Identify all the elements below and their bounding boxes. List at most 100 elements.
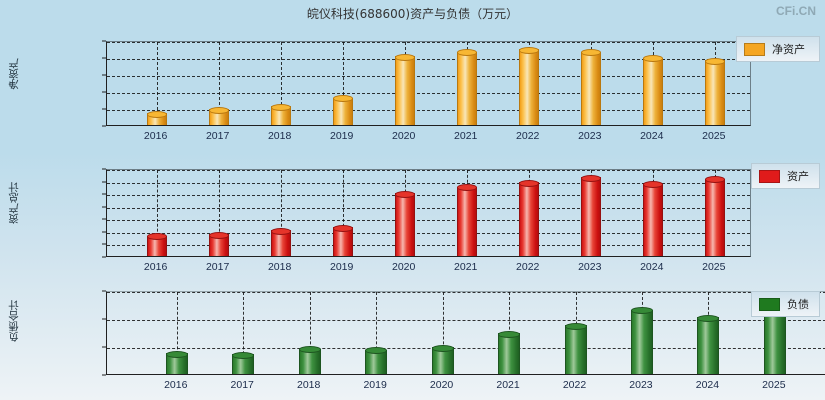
bar-cap [564,322,587,330]
x-tick-label: 2025 [762,379,786,391]
x-tick-label: 2023 [578,130,602,142]
bar-cap [332,224,353,232]
bar-2025[interactable] [704,176,725,256]
y-tick-mark [102,40,106,42]
gridline-horizontal [107,59,750,60]
x-tick-label: 2024 [695,379,720,391]
bar-2021[interactable] [498,330,521,374]
bar-2020[interactable] [394,190,415,256]
bar-2017[interactable] [232,351,255,374]
x-tick-label: 2025 [702,130,726,142]
x-tick-label: 2020 [429,379,454,391]
x-tick-label: 2018 [296,379,321,391]
bar-cap [270,103,291,111]
bar-body [456,51,477,125]
x-tick-label: 2016 [164,379,188,391]
y-tick-mark [102,193,106,195]
bar-2016[interactable] [165,350,188,374]
bar-body [642,183,663,256]
gridline-horizontal [107,42,750,43]
bar-body [394,56,415,125]
bar-body [630,309,653,374]
bar-2023[interactable] [580,174,601,256]
legend-label: 负债 [787,298,809,311]
gridline-horizontal [107,245,750,247]
bar-cap [365,347,388,354]
bar-2020[interactable] [431,344,454,374]
bar-2024[interactable] [642,55,663,125]
bar-cap [146,110,167,118]
y-tick-mark [102,256,106,258]
watermark: CFi.CN [776,4,816,18]
bar-2018[interactable] [270,227,291,256]
y-tick-mark [102,318,106,320]
x-tick-label: 2024 [640,130,664,142]
bar-body [332,97,353,125]
bar-body [580,51,601,125]
gridline-horizontal [107,320,825,321]
x-tick-label: 2018 [267,130,292,142]
bar-2024[interactable] [642,181,663,256]
gridline-horizontal [107,207,750,209]
bar-body [365,349,388,374]
bar-2017[interactable] [208,231,229,256]
bar-cap [208,231,229,239]
plot-area-panel-1 [106,41,751,126]
bar-2023[interactable] [580,49,601,125]
bar-cap [431,344,454,352]
bar-2019[interactable] [332,95,353,125]
x-tick-label: 2020 [392,130,416,142]
bar-2016[interactable] [146,110,167,125]
bar-2022[interactable] [518,179,539,256]
legend-1[interactable]: 净资产 [736,36,820,62]
gridline-vertical [376,292,378,374]
gridline-vertical [176,292,178,374]
bar-cap [456,49,477,57]
gridline-horizontal [107,348,825,349]
legend-color-swatch [759,169,780,183]
bar-2025[interactable] [704,57,725,125]
bar-cap [704,176,725,184]
bar-2019[interactable] [332,224,353,256]
bar-body [564,325,587,374]
x-tick-label: 2022 [516,130,540,142]
gridline-vertical [156,42,158,125]
bar-2023[interactable] [630,307,653,374]
bar-cap [518,179,539,187]
bar-2021[interactable] [456,49,477,125]
bar-2024[interactable] [697,314,720,374]
gridline-horizontal [107,170,750,171]
bar-body [518,182,539,256]
bar-body [270,230,291,256]
gridline-vertical [280,42,282,125]
bar-body [763,299,786,374]
bar-cap [232,351,255,359]
legend-3[interactable]: 负债 [751,291,820,317]
plot-area-panel-3 [106,291,825,375]
legend-2[interactable]: 资产 [751,163,820,189]
bar-2022[interactable] [564,322,587,374]
legend-color-swatch [759,297,780,311]
bar-2018[interactable] [298,346,321,374]
gridline-vertical [218,170,220,256]
bar-cap [332,95,353,103]
bar-body [642,57,663,125]
legend-label: 净资产 [772,43,805,56]
bar-2021[interactable] [456,184,477,256]
bar-2019[interactable] [365,347,388,374]
y-tick-mark [102,243,106,245]
bar-2017[interactable] [208,106,229,125]
bar-body [146,235,167,256]
bar-body [580,177,601,256]
gridline-horizontal [107,195,750,197]
bar-cap [146,233,167,241]
bar-2022[interactable] [518,46,539,125]
bar-2018[interactable] [270,103,291,125]
bar-2016[interactable] [146,233,167,256]
bar-body [165,353,188,374]
bar-cap [208,106,229,114]
bar-cap [165,350,188,358]
x-tick-label: 2023 [578,261,602,273]
bar-2020[interactable] [394,53,415,125]
gridline-horizontal [107,232,750,234]
